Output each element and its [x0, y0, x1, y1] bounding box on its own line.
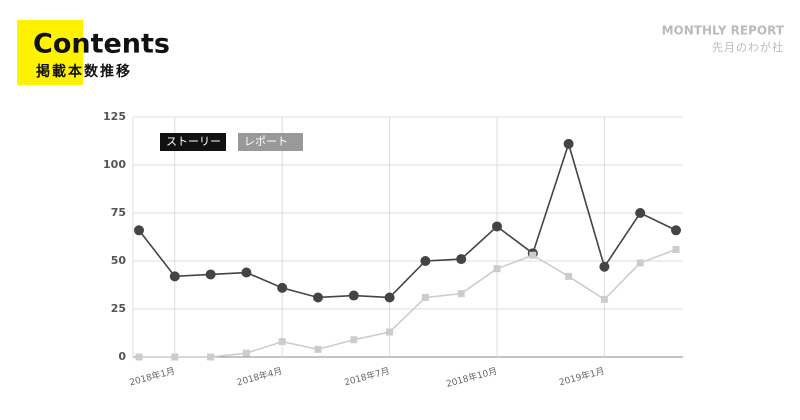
- point: [135, 353, 143, 361]
- legend-swatch: [160, 133, 226, 151]
- header-title: Contents: [33, 29, 170, 60]
- report-label: MONTHLY REPORT: [662, 24, 785, 38]
- chart: 0 25 50 75 100 125 2018年1月 2018年4月 2018年7月 2018年1…: [103, 110, 683, 390]
- point: [671, 225, 681, 236]
- point: [636, 259, 644, 267]
- point: [350, 336, 358, 344]
- y-tick-label: 25: [111, 302, 126, 315]
- x-tick-label: 2018年10月: [445, 365, 499, 390]
- header-subtitle: 掲載本数推移: [36, 63, 132, 80]
- y-tick-label: 50: [111, 254, 127, 267]
- legend-label: ストーリー: [166, 135, 221, 148]
- point: [563, 138, 574, 149]
- point: [313, 292, 323, 303]
- x-tick-label: 2018年4月: [235, 365, 283, 389]
- point: [565, 272, 573, 280]
- point: [169, 271, 180, 282]
- point: [600, 295, 608, 303]
- y-tick-label: 100: [103, 158, 126, 171]
- accent-block: [17, 20, 83, 85]
- point: [134, 225, 144, 236]
- point: [493, 265, 501, 273]
- y-tick-label: 0: [118, 350, 126, 363]
- point: [384, 292, 395, 303]
- point: [456, 254, 467, 265]
- point: [421, 293, 429, 301]
- point: [207, 353, 215, 361]
- point: [278, 338, 286, 346]
- report-sub: 先月のわが社: [712, 40, 784, 54]
- x-tick-label: 2019年1月: [558, 365, 606, 389]
- point: [171, 353, 179, 361]
- legend-label: レポート: [244, 135, 288, 148]
- y-tick-label: 75: [111, 206, 126, 219]
- y-tick-label: 125: [103, 110, 126, 123]
- point: [348, 290, 359, 301]
- x-tick-label: 2018年7月: [343, 365, 391, 389]
- point: [492, 221, 502, 232]
- point: [529, 251, 537, 259]
- point: [314, 345, 322, 353]
- point: [277, 282, 288, 293]
- legend-swatch: [238, 133, 303, 151]
- point: [672, 245, 680, 253]
- point: [205, 269, 216, 280]
- point: [599, 261, 610, 272]
- point: [242, 349, 250, 357]
- series-line: [139, 248, 677, 358]
- point: [386, 328, 394, 336]
- point: [241, 267, 252, 278]
- series-line: [138, 141, 677, 299]
- x-tick-label: 2018年1月: [128, 365, 176, 389]
- point: [635, 208, 646, 218]
- point: [420, 256, 431, 266]
- point: [457, 290, 465, 298]
